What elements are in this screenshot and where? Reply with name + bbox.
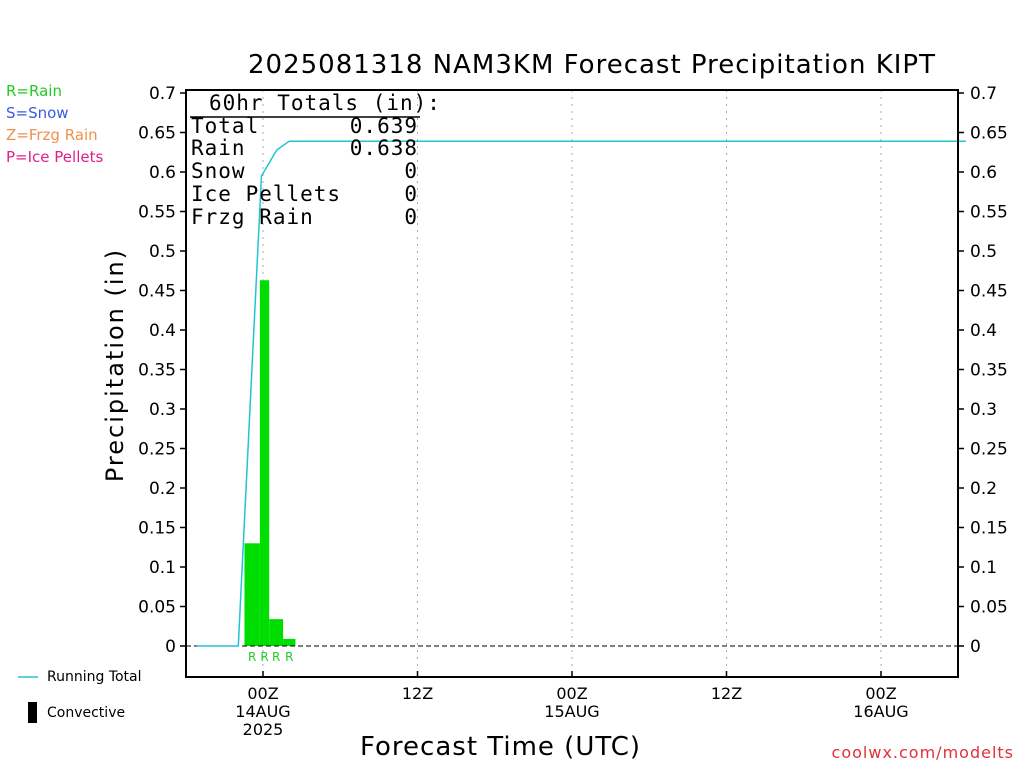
y-tick-label-right: 0.6	[970, 163, 997, 183]
totals-row-total: Total 0.639	[191, 113, 441, 138]
y-tick-label-left: 0.55	[138, 203, 176, 223]
totals-row-ice-pellets: Ice Pellets 0	[191, 183, 441, 206]
precip-type-legend: R=Rain S=Snow Z=Frzg Rain P=Ice Pellets	[6, 80, 103, 168]
totals-row-rain: Rain 0.638	[191, 137, 441, 160]
totals-value: 0	[404, 159, 418, 184]
precip-bar	[259, 280, 270, 646]
site-credit: coolwx.com/modelts	[831, 743, 1014, 762]
legend-snow: S=Snow	[6, 104, 69, 122]
y-tick-label-left: 0.15	[138, 519, 176, 539]
y-tick-label-left: 0.6	[149, 163, 176, 183]
y-tick-label-right: 0.35	[970, 361, 1008, 381]
totals-value: 0.639	[349, 113, 418, 138]
y-tick-label-left: 0	[165, 637, 176, 657]
y-tick-label-right: 0.45	[970, 282, 1008, 302]
x-tick-label: 00Z	[865, 684, 896, 703]
legend-frzg-rain: Z=Frzg Rain	[6, 126, 98, 144]
legend-rain: R=Rain	[6, 82, 62, 100]
y-tick-label-right: 0	[970, 637, 981, 657]
totals-value: 0.638	[349, 136, 418, 161]
y-tick-label-left: 0.25	[138, 440, 176, 460]
precip-type-label: R	[260, 650, 268, 664]
x-tick-label: 2025	[243, 720, 284, 739]
legend-convective-swatch	[28, 702, 37, 723]
running-total-line	[196, 140, 966, 647]
y-tick-label-right: 0.2	[970, 479, 997, 499]
precip-type-label: R	[285, 650, 293, 664]
y-tick-label-right: 0.3	[970, 400, 997, 420]
y-tick-label-left: 0.4	[149, 321, 176, 341]
precip-bar	[269, 619, 284, 646]
x-tick-label: 15AUG	[544, 702, 599, 721]
x-tick-label: 16AUG	[853, 702, 908, 721]
y-tick-label-right: 0.7	[970, 84, 997, 104]
totals-label: Total	[191, 113, 260, 138]
totals-label: Frzg Rain	[191, 204, 314, 229]
legend-ice-pellets: P=Ice Pellets	[6, 148, 104, 166]
totals-row-snow: Snow 0	[191, 160, 441, 183]
chart-title: 2025081318 NAM3KM Forecast Precipitation…	[248, 50, 936, 80]
precip-bars	[244, 280, 296, 646]
y-tick-label-right: 0.5	[970, 242, 997, 262]
y-tick-label-right: 0.15	[970, 519, 1008, 539]
totals-header: 60hr Totals (in):	[209, 91, 441, 115]
y-axis-ticks: 0 00.05 0.050.1 0.10.15 0.150.2 0.20.25 0.250.…	[138, 84, 1008, 657]
x-tick-label: 12Z	[711, 684, 742, 703]
x-axis-label: Forecast Time (UTC)	[360, 732, 642, 762]
y-tick-label-left: 0.3	[149, 400, 176, 420]
y-tick-label-right: 0.55	[970, 203, 1008, 223]
precip-type-label: R	[272, 650, 280, 664]
legend-running-total-label: Running Total	[47, 669, 142, 685]
x-tick-label: 00Z	[556, 684, 587, 703]
legend-convective-label: Convective	[47, 705, 126, 721]
totals-label: Ice Pellets	[191, 181, 342, 206]
totals-value: 0	[404, 181, 418, 206]
y-tick-label-left: 0.45	[138, 282, 176, 302]
y-tick-label-right: 0.4	[970, 321, 997, 341]
y-tick-label-left: 0.5	[149, 242, 176, 262]
y-tick-label-left: 0.35	[138, 361, 176, 381]
totals-label: Snow	[191, 159, 246, 184]
precip-bar	[244, 543, 260, 646]
y-tick-label-left: 0.05	[138, 598, 176, 618]
y-tick-label-right: 0.1	[970, 558, 997, 578]
x-tick-label: 00Z	[247, 684, 278, 703]
totals-row-frzg-rain: Frzg Rain 0	[191, 204, 441, 229]
totals-value: 0	[404, 204, 418, 229]
y-tick-label-right: 0.65	[970, 124, 1008, 144]
x-tick-label: 14AUG	[235, 702, 290, 721]
y-axis-label: Precipitation (in)	[101, 247, 129, 483]
y-tick-label-right: 0.05	[970, 598, 1008, 618]
precip-bar	[283, 638, 296, 646]
y-tick-label-left: 0.7	[149, 84, 176, 104]
y-tick-label-left: 0.65	[138, 124, 176, 144]
totals-box: 60hr Totals (in): Total 0.639 Rain 0.638 S…	[191, 92, 441, 228]
precip-type-label: R	[248, 650, 256, 664]
y-tick-label-left: 0.1	[149, 558, 176, 578]
totals-label: Rain	[191, 136, 246, 161]
x-tick-label: 12Z	[402, 684, 433, 703]
y-tick-label-right: 0.25	[970, 440, 1008, 460]
y-tick-label-left: 0.2	[149, 479, 176, 499]
